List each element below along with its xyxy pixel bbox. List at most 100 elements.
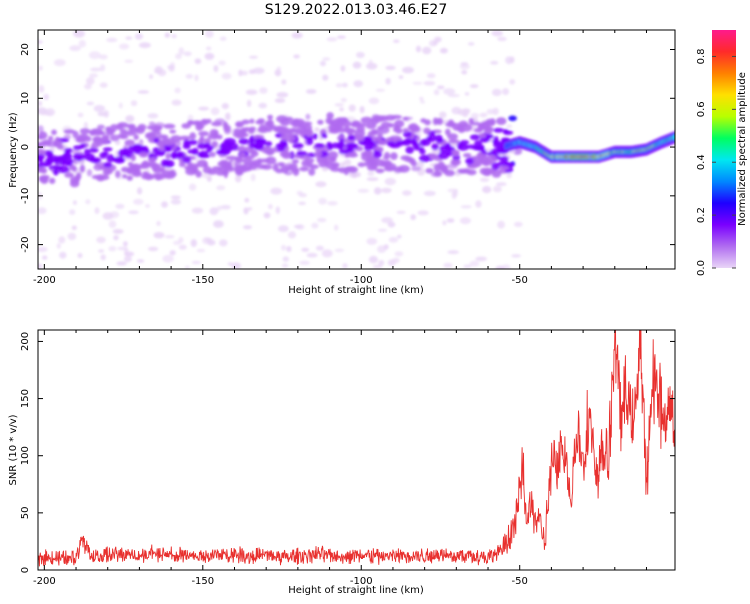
spectrogram-cell xyxy=(293,224,302,229)
spectrogram-cell xyxy=(43,93,50,101)
spectrogram-cell xyxy=(383,151,391,160)
spectrogram-cell xyxy=(250,173,256,182)
spectrogram-cell xyxy=(390,114,402,120)
spectrogram-cell xyxy=(102,168,111,176)
x-tick-label: -50 xyxy=(512,576,528,587)
spectrogram-cell xyxy=(268,204,273,210)
spectrogram-cell xyxy=(326,141,333,149)
spectrogram-cell xyxy=(334,103,344,107)
spectrogram-cell xyxy=(362,136,372,142)
spectrogram-cell xyxy=(374,187,382,195)
spectrogram-cell xyxy=(420,100,425,104)
spectrogram-cell xyxy=(247,207,253,211)
spectrogram-cell xyxy=(218,60,226,66)
spectrogram-cell xyxy=(38,161,50,167)
spectrogram-cell xyxy=(106,154,115,163)
spectrogram-cell xyxy=(153,232,165,239)
spectrogram-cell xyxy=(281,79,287,85)
spectrogram-cell xyxy=(94,207,100,215)
spectrogram-cell xyxy=(92,137,104,143)
spectrogram-cell xyxy=(79,128,91,135)
spectrogram-cell xyxy=(293,54,300,59)
spectrogram-cell xyxy=(239,151,246,159)
spectrogram-cell xyxy=(148,153,154,158)
spectrogram-cell xyxy=(495,182,507,187)
spectrogram-cell xyxy=(235,174,242,183)
spectrogram-cell xyxy=(245,155,255,160)
spectrogram-cell xyxy=(378,115,389,122)
spectrogram-cell xyxy=(469,84,479,88)
spectrogram-cell xyxy=(448,139,460,144)
spectrogram-cell xyxy=(116,261,127,266)
spectrogram-cell xyxy=(274,69,282,77)
spectrogram-cell xyxy=(270,187,283,195)
spectrogram-cell xyxy=(42,139,52,147)
spectrogram-cell xyxy=(294,128,303,135)
spectrogram-cell xyxy=(364,145,373,151)
spectrogram-cell xyxy=(45,150,54,158)
spectrogram-cell xyxy=(117,122,129,129)
spectrogram-cell xyxy=(353,80,364,88)
spectrogram-cell xyxy=(72,200,77,205)
spectrogram-cell xyxy=(243,225,252,230)
spectrogram-cell xyxy=(128,210,139,215)
spectrogram-cell xyxy=(435,37,442,43)
spectrogram-cell xyxy=(125,115,135,123)
spectrogram-cell xyxy=(71,165,78,172)
spectrogram-cell xyxy=(493,185,502,193)
spectrogram-cell xyxy=(38,246,48,253)
spectrogram-cell xyxy=(443,88,456,95)
spectrogram-cell xyxy=(281,244,286,251)
spectrogram-cell xyxy=(491,88,502,97)
spectrogram-cell xyxy=(381,187,392,194)
spectrogram-cell xyxy=(249,55,258,59)
x-tick-label: -100 xyxy=(350,275,373,286)
spectrogram-cell xyxy=(225,155,237,160)
spectrogram-cell xyxy=(506,172,512,179)
spectrogram-cell xyxy=(96,236,106,244)
colorbar-tick-label: 0.4 xyxy=(696,154,707,170)
spectrogram-cell xyxy=(466,169,477,176)
spectrogram-cell xyxy=(241,70,248,76)
spectrogram-cell xyxy=(124,139,135,146)
spectrogram-cell xyxy=(309,164,319,170)
spectrogram-cell xyxy=(366,62,378,70)
spectrogram-cell xyxy=(205,30,214,38)
spectrogram-cell xyxy=(194,58,202,64)
spectrogram-cell xyxy=(137,187,143,195)
spectrogram-cell xyxy=(393,124,401,132)
spectrogram-cell xyxy=(485,118,496,127)
spectrogram-cell xyxy=(147,113,159,119)
spectrogram-cell xyxy=(342,263,348,269)
spectrogram-cell xyxy=(219,36,227,41)
spectrogram-cell xyxy=(154,175,163,181)
spectrogram-cell xyxy=(415,45,422,53)
spectrogram-cell xyxy=(194,74,199,82)
figure-title: S129.2022.013.03.46.E27 xyxy=(265,2,448,18)
spectrogram-cell xyxy=(411,166,421,172)
spectrogram-cell xyxy=(469,134,480,141)
spectrogram-cell xyxy=(393,39,400,43)
spectrogram-cell xyxy=(216,185,226,191)
spectrogram-cell xyxy=(101,136,110,145)
spectrogram-cell xyxy=(396,140,404,147)
spectrogram-cell xyxy=(254,138,264,144)
spectrogram-cell xyxy=(48,135,54,141)
spectrogram-cell xyxy=(419,139,428,147)
spectrogram-cell xyxy=(113,235,119,241)
spectrogram-cell xyxy=(198,150,209,158)
spectrogram-cell xyxy=(149,175,155,180)
spectrogram-cell xyxy=(340,65,346,72)
spectrogram-cell xyxy=(390,152,398,161)
spectrogram-cell xyxy=(148,157,157,163)
snr-plot-area xyxy=(38,330,675,570)
spectrogram-cell xyxy=(216,134,223,140)
spectrogram-cell xyxy=(402,190,412,196)
spectrogram-cell xyxy=(315,181,327,188)
spectrogram-cell xyxy=(158,146,166,151)
spectrogram-cell xyxy=(205,46,212,51)
spectrogram-cell xyxy=(373,150,383,158)
spectrogram-cell xyxy=(484,129,493,134)
spectrogram-cell xyxy=(117,157,126,163)
